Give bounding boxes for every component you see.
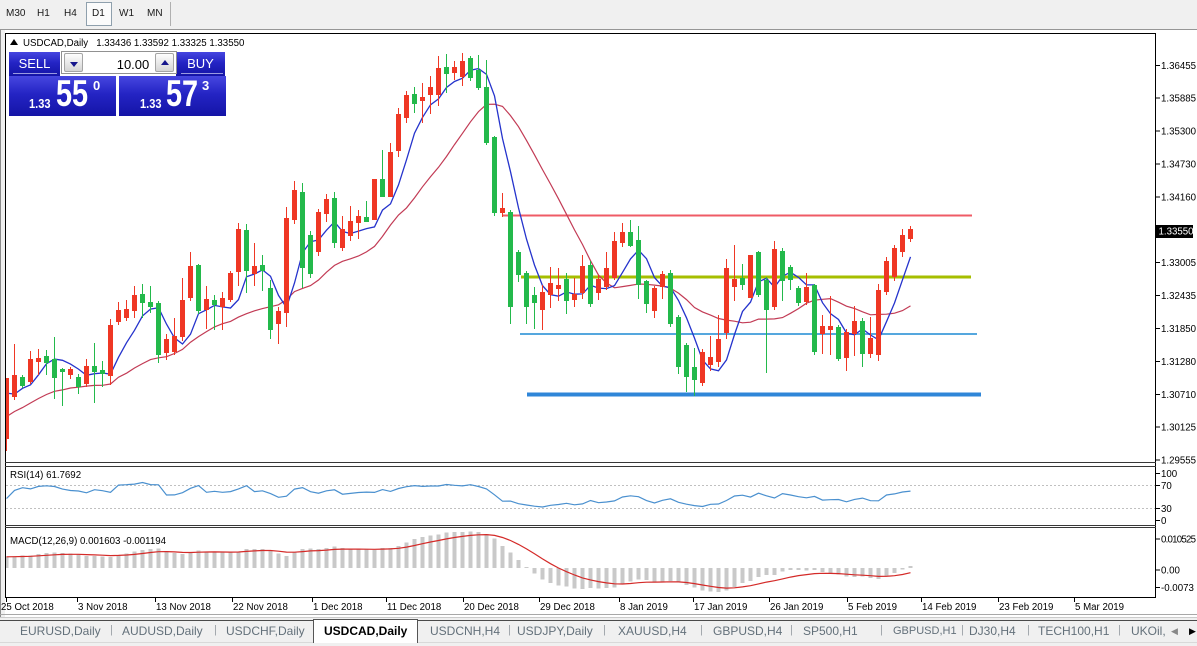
svg-text:100: 100 xyxy=(1161,469,1178,480)
svg-text:1.32435: 1.32435 xyxy=(1161,291,1196,302)
svg-text:1.31280: 1.31280 xyxy=(1161,357,1197,368)
svg-text:MACD(12,26,9) 0.001603 -0.0011: MACD(12,26,9) 0.001603 -0.001194 xyxy=(10,536,167,547)
svg-text:70: 70 xyxy=(1161,481,1172,492)
svg-text:1 Dec 2018: 1 Dec 2018 xyxy=(313,602,363,613)
svg-text:1.35300: 1.35300 xyxy=(1161,127,1197,138)
svg-text:USDCAD,Daily 1.33436 1.33592: USDCAD,Daily 1.33436 1.33592 1.33325 1.3… xyxy=(23,38,245,49)
svg-text:5 Feb 2019: 5 Feb 2019 xyxy=(848,602,897,613)
svg-text:17 Jan 2019: 17 Jan 2019 xyxy=(694,602,747,613)
svg-text:30: 30 xyxy=(1161,504,1172,515)
svg-text:1.29555: 1.29555 xyxy=(1161,456,1196,467)
svg-text:-0.0073: -0.0073 xyxy=(1161,583,1194,594)
svg-text:1.31850: 1.31850 xyxy=(1161,324,1197,335)
svg-text:0: 0 xyxy=(1161,516,1167,527)
svg-text:1.30125: 1.30125 xyxy=(1161,423,1196,434)
svg-text:8 Jan 2019: 8 Jan 2019 xyxy=(620,602,668,613)
svg-text:1.33005: 1.33005 xyxy=(1161,258,1196,269)
svg-text:11 Dec 2018: 11 Dec 2018 xyxy=(387,602,441,613)
svg-text:1.35885: 1.35885 xyxy=(1161,94,1196,105)
svg-text:5 Mar 2019: 5 Mar 2019 xyxy=(1075,602,1124,613)
svg-text:22 Nov 2018: 22 Nov 2018 xyxy=(233,602,288,613)
svg-text:RSI(14) 61.7692: RSI(14) 61.7692 xyxy=(10,470,81,481)
svg-text:0.010525: 0.010525 xyxy=(1161,535,1196,546)
svg-text:1.30710: 1.30710 xyxy=(1161,390,1197,401)
svg-text:14 Feb 2019: 14 Feb 2019 xyxy=(922,602,976,613)
svg-text:25 Oct 2018: 25 Oct 2018 xyxy=(1,602,54,613)
svg-text:1.34160: 1.34160 xyxy=(1161,192,1197,203)
svg-text:3 Nov 2018: 3 Nov 2018 xyxy=(78,602,128,613)
svg-text:20 Dec 2018: 20 Dec 2018 xyxy=(464,602,519,613)
svg-text:26 Jan 2019: 26 Jan 2019 xyxy=(770,602,823,613)
svg-text:29 Dec 2018: 29 Dec 2018 xyxy=(540,602,595,613)
svg-text:13 Nov 2018: 13 Nov 2018 xyxy=(156,602,211,613)
svg-text:0.00: 0.00 xyxy=(1161,566,1180,577)
svg-text:23 Feb 2019: 23 Feb 2019 xyxy=(999,602,1053,613)
svg-text:1.36455: 1.36455 xyxy=(1161,61,1196,72)
svg-text:1.33550: 1.33550 xyxy=(1159,227,1195,238)
svg-text:1.34730: 1.34730 xyxy=(1161,160,1197,171)
